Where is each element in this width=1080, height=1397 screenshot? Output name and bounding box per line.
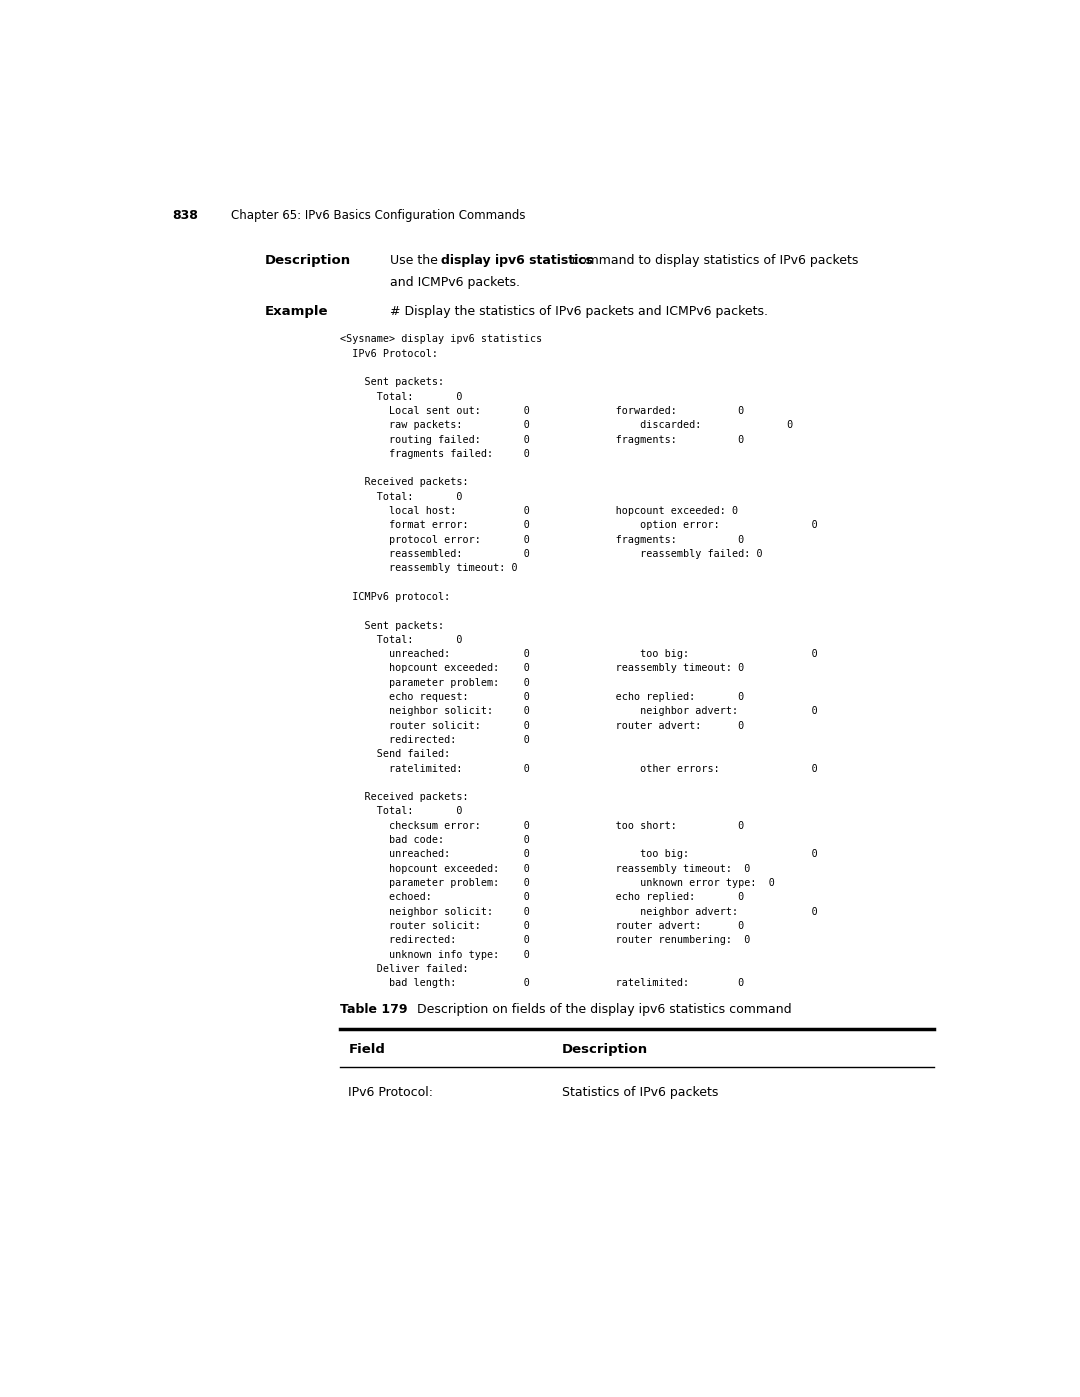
Text: Table 179: Table 179 xyxy=(340,1003,407,1016)
Text: 838: 838 xyxy=(173,208,199,222)
Text: IPv6 Protocol:: IPv6 Protocol: xyxy=(340,349,438,359)
Text: <Sysname> display ipv6 statistics: <Sysname> display ipv6 statistics xyxy=(340,334,542,345)
Text: format error:         0                  option error:               0: format error: 0 option error: 0 xyxy=(340,520,818,531)
Text: Total:       0: Total: 0 xyxy=(340,391,462,401)
Text: # Display the statistics of IPv6 packets and ICMPv6 packets.: # Display the statistics of IPv6 packets… xyxy=(390,306,768,319)
Text: Field: Field xyxy=(349,1044,386,1056)
Text: echoed:               0              echo replied:       0: echoed: 0 echo replied: 0 xyxy=(340,893,744,902)
Text: parameter problem:    0: parameter problem: 0 xyxy=(340,678,530,687)
Text: Chapter 65: IPv6 Basics Configuration Commands: Chapter 65: IPv6 Basics Configuration Co… xyxy=(231,208,526,222)
Text: hopcount exceeded:    0              reassembly timeout:  0: hopcount exceeded: 0 reassembly timeout:… xyxy=(340,863,751,873)
Text: echo request:         0              echo replied:       0: echo request: 0 echo replied: 0 xyxy=(340,692,744,703)
Text: ratelimited:          0                  other errors:               0: ratelimited: 0 other errors: 0 xyxy=(340,764,818,774)
Text: unreached:            0                  too big:                    0: unreached: 0 too big: 0 xyxy=(340,650,818,659)
Text: Local sent out:       0              forwarded:          0: Local sent out: 0 forwarded: 0 xyxy=(340,407,744,416)
Text: unknown info type:    0: unknown info type: 0 xyxy=(340,950,530,960)
Text: fragments failed:     0: fragments failed: 0 xyxy=(340,448,530,458)
Text: neighbor solicit:     0                  neighbor advert:            0: neighbor solicit: 0 neighbor advert: 0 xyxy=(340,907,818,916)
Text: hopcount exceeded:    0              reassembly timeout: 0: hopcount exceeded: 0 reassembly timeout:… xyxy=(340,664,744,673)
Text: Received packets:: Received packets: xyxy=(340,792,469,802)
Text: protocol error:       0              fragments:          0: protocol error: 0 fragments: 0 xyxy=(340,535,744,545)
Text: ICMPv6 protocol:: ICMPv6 protocol: xyxy=(340,592,450,602)
Text: IPv6 Protocol:: IPv6 Protocol: xyxy=(349,1085,433,1099)
Text: routing failed:       0              fragments:          0: routing failed: 0 fragments: 0 xyxy=(340,434,744,444)
Text: Description: Description xyxy=(265,254,351,267)
Text: reassembled:          0                  reassembly failed: 0: reassembled: 0 reassembly failed: 0 xyxy=(340,549,762,559)
Text: redirected:           0              router renumbering:  0: redirected: 0 router renumbering: 0 xyxy=(340,935,751,946)
Text: command to display statistics of IPv6 packets: command to display statistics of IPv6 pa… xyxy=(568,254,859,267)
Text: Description on fields of the display ipv6 statistics command: Description on fields of the display ipv… xyxy=(408,1003,792,1016)
Text: Statistics of IPv6 packets: Statistics of IPv6 packets xyxy=(562,1085,718,1099)
Text: bad length:           0              ratelimited:        0: bad length: 0 ratelimited: 0 xyxy=(340,978,744,988)
Text: neighbor solicit:     0                  neighbor advert:            0: neighbor solicit: 0 neighbor advert: 0 xyxy=(340,707,818,717)
Text: checksum error:       0              too short:          0: checksum error: 0 too short: 0 xyxy=(340,821,744,831)
Text: Description: Description xyxy=(562,1044,648,1056)
Text: Received packets:: Received packets: xyxy=(340,478,469,488)
Text: Deliver failed:: Deliver failed: xyxy=(340,964,469,974)
Text: Sent packets:: Sent packets: xyxy=(340,377,444,387)
Text: parameter problem:    0                  unknown error type:  0: parameter problem: 0 unknown error type:… xyxy=(340,879,775,888)
Text: Use the: Use the xyxy=(390,254,442,267)
Text: Total:       0: Total: 0 xyxy=(340,634,462,645)
Text: redirected:           0: redirected: 0 xyxy=(340,735,530,745)
Text: and ICMPv6 packets.: and ICMPv6 packets. xyxy=(390,277,521,289)
Text: router solicit:       0              router advert:      0: router solicit: 0 router advert: 0 xyxy=(340,721,744,731)
Text: Total:       0: Total: 0 xyxy=(340,492,462,502)
Text: router solicit:       0              router advert:      0: router solicit: 0 router advert: 0 xyxy=(340,921,744,930)
Text: Sent packets:: Sent packets: xyxy=(340,620,444,630)
Text: Example: Example xyxy=(265,306,328,319)
Text: unreached:            0                  too big:                    0: unreached: 0 too big: 0 xyxy=(340,849,818,859)
Text: bad code:             0: bad code: 0 xyxy=(340,835,530,845)
Text: Send failed:: Send failed: xyxy=(340,749,450,759)
Text: local host:           0              hopcount exceeded: 0: local host: 0 hopcount exceeded: 0 xyxy=(340,506,739,515)
Text: reassembly timeout: 0: reassembly timeout: 0 xyxy=(340,563,517,573)
Text: Total:       0: Total: 0 xyxy=(340,806,462,816)
Text: display ipv6 statistics: display ipv6 statistics xyxy=(441,254,593,267)
Text: raw packets:          0                  discarded:              0: raw packets: 0 discarded: 0 xyxy=(340,420,794,430)
